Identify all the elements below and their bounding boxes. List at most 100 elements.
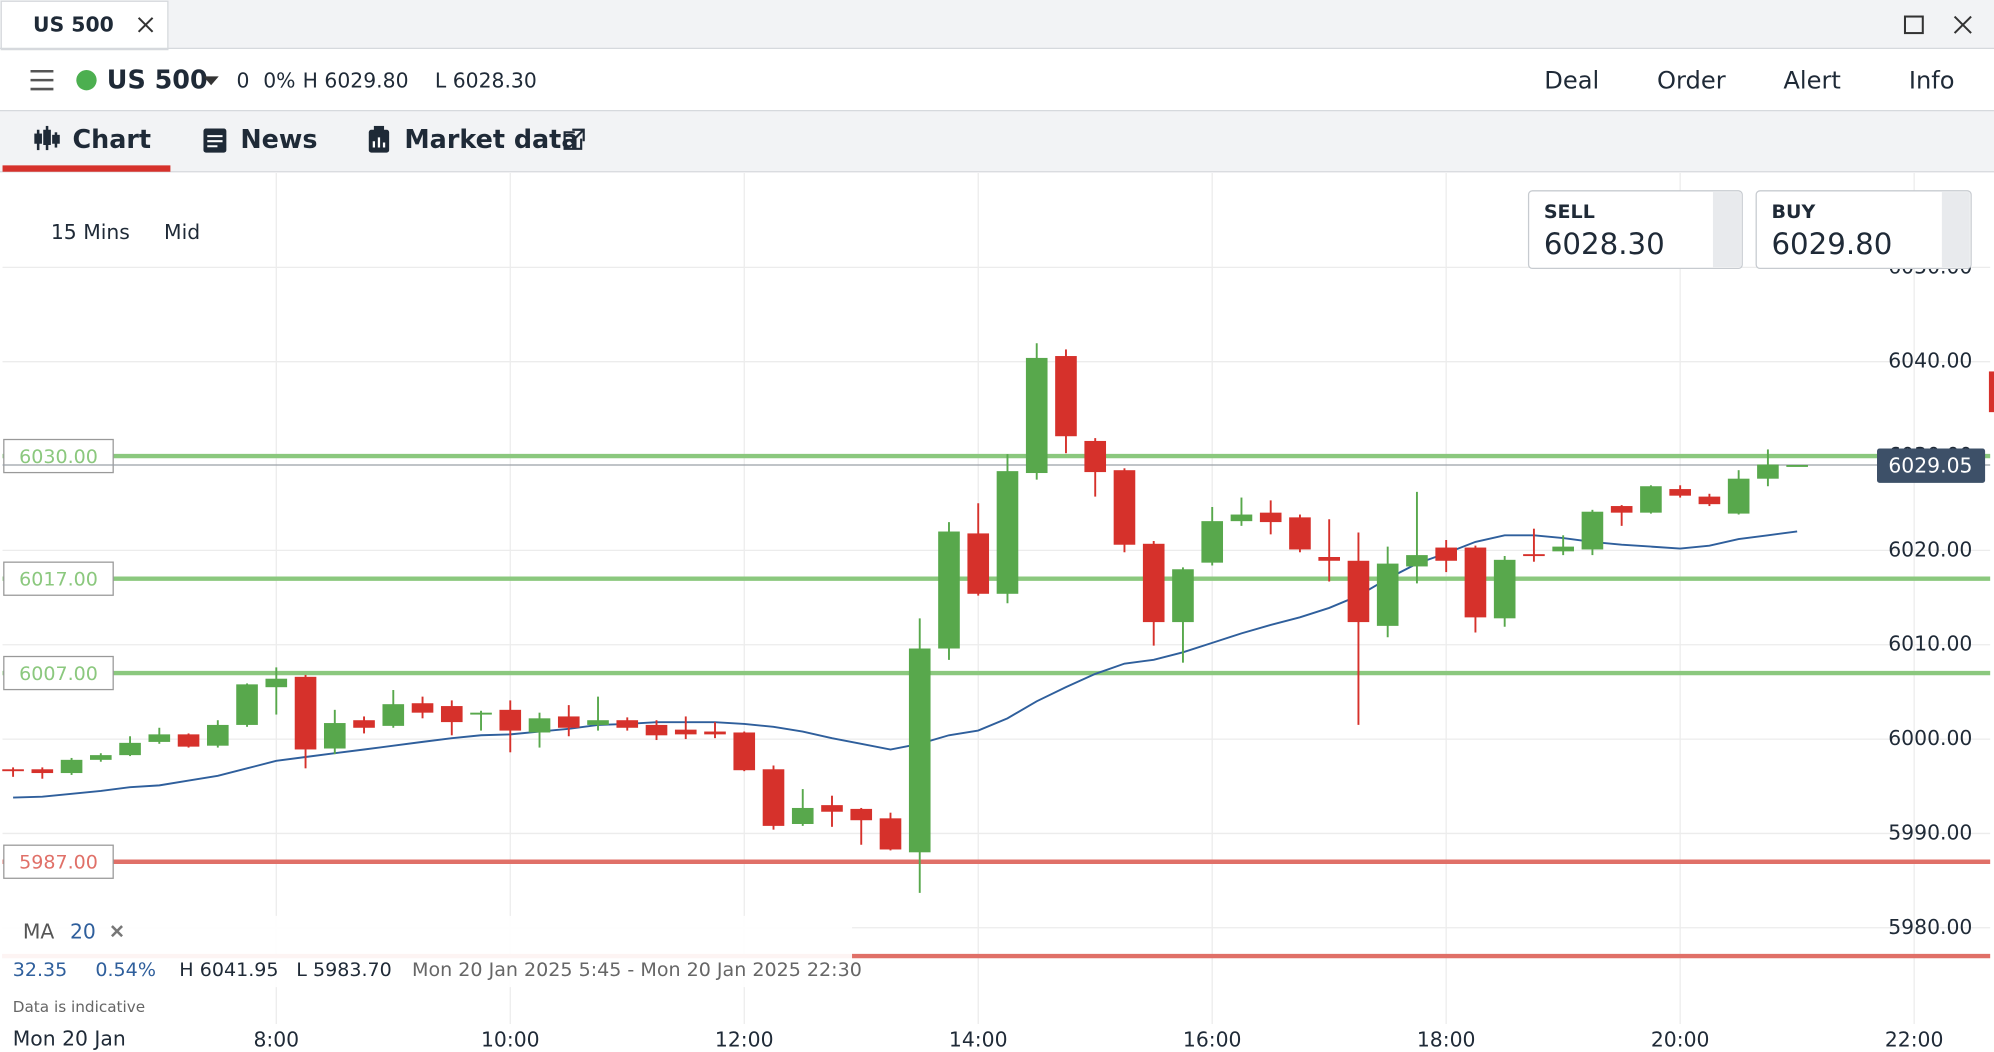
active-tab-indicator [2,165,171,172]
candle-body [616,720,639,728]
x-tick-label: 16:00 [1183,1028,1242,1052]
candle-body [323,723,346,749]
candle-body [1581,511,1604,550]
x-tick-label: 14:00 [949,1028,1008,1052]
candle-body [1640,486,1662,513]
tab[interactable]: Chart [72,124,151,154]
low: L 6028.30 [435,68,537,92]
ma-period: 20 [70,919,96,943]
action[interactable]: Deal [1544,66,1599,94]
candle-body [1464,547,1487,618]
candle-body [265,678,288,688]
tab-close[interactable] [137,17,154,33]
x-tick-label: 8:00 [253,1028,299,1052]
level-label: 6030.00 [19,446,98,468]
sell-price: 6028.30 [1544,227,1665,261]
y-tick-label: 6020.00 [1888,537,1972,561]
candle-body [674,729,697,735]
candle-body [879,818,902,850]
candle-body [440,706,463,723]
x-tick-label: 20:00 [1651,1028,1710,1052]
stat-high: H 6041.95 [179,959,278,981]
candle-body [1055,356,1077,437]
candle-body [1727,478,1750,514]
stat-change: 32.35 [13,959,68,981]
close[interactable] [1953,15,1972,34]
candle-body [177,734,200,747]
edge-marker [1988,371,1994,413]
plot-area: 8:00 10:00 12:00 14:00 16:00 18:00 20:00 22:00 6… [2,173,1994,1052]
candle-body [90,755,112,760]
candle-body [1025,357,1048,474]
status-dot [76,69,97,91]
tab[interactable]: News [240,124,317,154]
candle-body [1259,512,1282,523]
candle-body [1493,559,1516,619]
stat-change-pct: 0.54% [95,959,156,981]
candle-body [704,731,726,735]
y-tick-label: 6040.00 [1888,349,1972,373]
sell-label: SELL [1544,201,1595,223]
action[interactable]: Order [1657,66,1726,94]
level-label-box [3,438,114,474]
candle-body [908,648,931,853]
candle-body [762,769,785,826]
window-bar [0,0,1994,49]
action[interactable]: Info [1909,66,1955,94]
tab-bar [0,110,1994,172]
candle-body [206,724,229,746]
stat-range: Mon 20 Jan 2025 5:45 - Mon 20 Jan 2025 2… [412,959,862,981]
candle-body [528,718,551,733]
candle-body [1698,496,1721,505]
candle-body [2,769,24,772]
candle-body [1376,563,1399,626]
level-label: 5987.00 [19,852,98,874]
candle-body [791,807,814,824]
candle-body [382,704,405,726]
x-tick-label: 22:00 [1885,1028,1944,1052]
candle-body [1201,521,1224,563]
candle-body [557,716,580,728]
external-link-icon [563,128,585,150]
action[interactable]: Alert [1783,66,1841,94]
candle-body [938,531,960,649]
candle-body [1786,465,1808,467]
buy-box[interactable] [1755,190,1972,270]
candle-body [1318,556,1341,561]
interval[interactable]: 15 Mins [51,220,130,244]
candle-body [236,684,258,725]
buy-label: BUY [1771,201,1815,223]
y-tick-label: 5980.00 [1888,915,1972,939]
level-label: 6017.00 [19,568,98,590]
y-tick-label: 6000.00 [1888,726,1972,750]
buy-price: 6029.80 [1771,227,1892,261]
tab[interactable]: Market data [404,124,578,154]
candle-body [1230,514,1253,522]
stat-low: L 5983.70 [296,959,392,981]
maximize[interactable] [1903,15,1924,35]
candle-body [148,734,171,742]
candle-body [1406,555,1428,567]
change: 0 [237,68,250,92]
sell-box[interactable] [1527,190,1743,270]
candle-body [1172,569,1194,623]
price-type[interactable]: Mid [164,220,200,244]
candle-body [470,712,492,715]
candle-body [1610,506,1633,513]
menu[interactable] [30,69,54,91]
candle-body [353,720,375,728]
instrument[interactable]: US 500 [107,64,208,94]
buy-strip [1941,192,1970,268]
candle-body [1435,547,1457,561]
level-label-box [3,655,114,691]
window-tab-title: US 500 [33,12,114,36]
candle-body [733,732,756,771]
ma-remove[interactable] [111,925,123,938]
candle-body [499,709,522,731]
high: H 6029.80 [303,68,409,92]
market-data-icon [368,125,390,153]
level-label: 6007.00 [19,663,98,685]
dropdown[interactable] [203,76,219,86]
window-tab[interactable] [0,0,169,51]
